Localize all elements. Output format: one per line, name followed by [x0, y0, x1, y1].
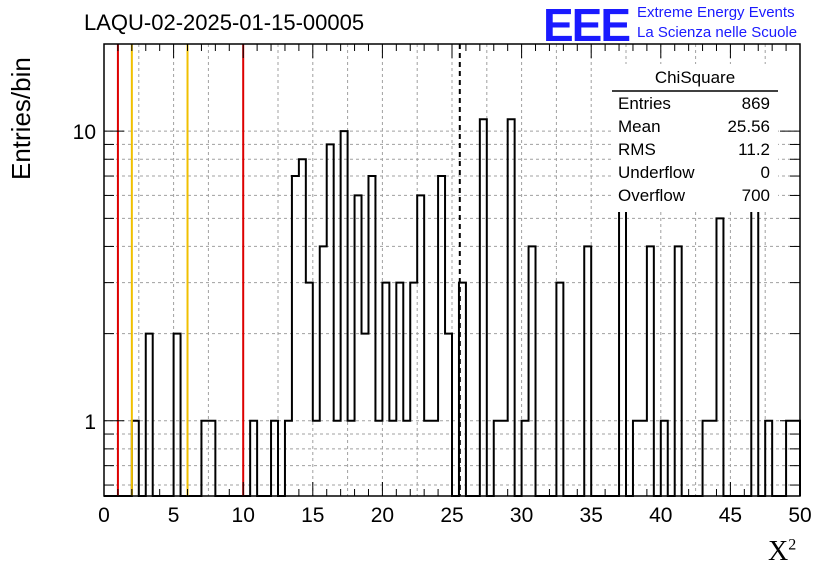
histogram-bin	[480, 119, 487, 496]
histogram-bin	[292, 176, 299, 496]
histogram-bin	[355, 195, 362, 496]
histogram-bin	[327, 144, 334, 496]
histogram-bin	[174, 334, 181, 496]
histogram-bin	[285, 421, 292, 496]
stats-box-bg	[612, 64, 778, 212]
stats-value: 869	[741, 94, 770, 113]
histogram-bin	[368, 176, 375, 496]
histogram-bin	[445, 334, 452, 496]
histogram-bin	[710, 421, 717, 496]
x-tick-label: 50	[788, 504, 811, 527]
histogram-bin	[403, 421, 410, 496]
histogram-bin	[389, 421, 396, 496]
histogram-bin	[334, 421, 341, 496]
histogram-bin	[647, 246, 654, 496]
x-tick-label: 40	[649, 504, 672, 527]
histogram-bin	[417, 195, 424, 496]
histogram-bin	[271, 421, 278, 496]
histogram-bin	[306, 283, 313, 496]
histogram-bin	[494, 421, 501, 496]
logo-line-1: Extreme Energy Events	[637, 4, 795, 21]
histogram-bin	[640, 421, 647, 496]
x-tick-label: 25	[440, 504, 463, 527]
histogram-bin	[765, 421, 772, 496]
y-axis-label: Entries/bin	[6, 57, 36, 180]
stats-value: 11.2	[738, 140, 770, 159]
histogram-bin	[382, 283, 389, 496]
stats-value: 25.56	[727, 117, 770, 136]
stats-value: 0	[760, 163, 770, 182]
y-tick-label: 1	[84, 411, 96, 434]
histogram-bin	[208, 421, 215, 496]
histogram-bin	[661, 421, 668, 496]
histogram-bin	[132, 421, 139, 496]
histogram-bin	[438, 176, 445, 496]
histogram-bin	[633, 421, 640, 496]
histogram-bin	[675, 246, 682, 496]
histogram-bin	[522, 421, 529, 496]
x-tick-label: 30	[510, 504, 533, 527]
histogram-bin	[320, 246, 327, 496]
x-tick-label: 35	[580, 504, 603, 527]
x-tick-label: 20	[371, 504, 394, 527]
chart-title: LAQU-02-2025-01-15-00005	[84, 10, 365, 35]
stats-value: 700	[741, 186, 770, 205]
x-tick-label: 0	[98, 504, 110, 527]
histogram-bin	[410, 283, 417, 496]
histogram-bin	[375, 421, 382, 496]
histogram-bin	[424, 421, 431, 496]
x-tick-label: 45	[719, 504, 742, 527]
x-tick-label: 15	[301, 504, 324, 527]
logo-line-2: La Scienza nelle Scuole	[637, 24, 798, 41]
histogram-bin	[619, 176, 626, 496]
stats-key: Entries	[618, 94, 671, 113]
x-axis-label: X2	[768, 536, 797, 567]
histogram-bin	[529, 246, 536, 496]
histogram-bin	[716, 218, 723, 496]
histogram-bin	[201, 421, 208, 496]
histogram-bin	[431, 421, 438, 496]
histogram-bin	[313, 421, 320, 496]
histogram-bin	[584, 246, 591, 496]
histogram-bin	[250, 421, 257, 496]
stats-title: ChiSquare	[654, 68, 736, 87]
histogram-bin	[362, 334, 369, 496]
histogram-bin	[348, 421, 355, 496]
x-tick-label: 5	[168, 504, 180, 527]
histogram-bin	[396, 283, 403, 496]
stats-key: Underflow	[618, 163, 695, 182]
eee-logo: EEE	[543, 0, 631, 51]
stats-key: RMS	[618, 140, 656, 159]
x-tick-label: 10	[232, 504, 255, 527]
histogram-bin	[508, 119, 515, 496]
histogram-bin	[299, 159, 306, 496]
histogram-bin	[341, 131, 348, 496]
stats-key: Mean	[618, 117, 661, 136]
histogram-bin	[146, 334, 153, 496]
histogram-bin	[703, 421, 710, 496]
histogram-bin	[501, 421, 508, 496]
y-tick-label: 10	[73, 121, 96, 144]
histogram-bin	[556, 283, 563, 496]
stats-key: Overflow	[618, 186, 686, 205]
